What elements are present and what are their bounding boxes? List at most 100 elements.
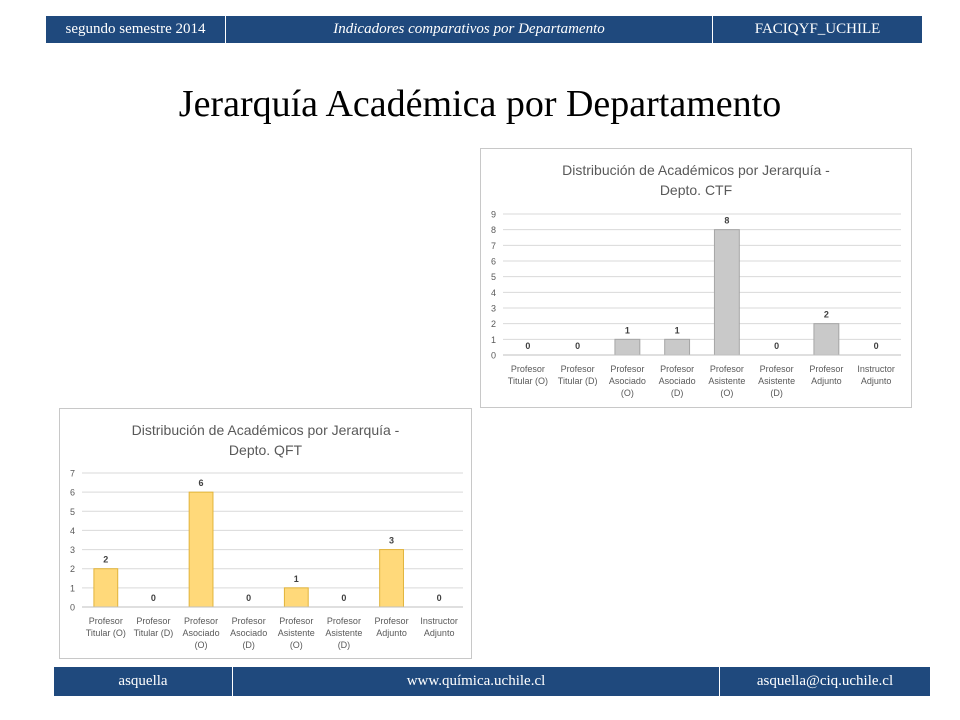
qft-ytick-label: 4 bbox=[70, 526, 75, 536]
ctf-ytick-label: 5 bbox=[491, 272, 496, 282]
qft-category-label: (O) bbox=[290, 640, 303, 650]
qft-category-label: Profesor bbox=[136, 616, 170, 626]
qft-category-label: Profesor bbox=[232, 616, 266, 626]
header-bar: segundo semestre 2014 Indicadores compar… bbox=[46, 16, 922, 43]
ctf-category-label: Instructor bbox=[857, 364, 895, 374]
chart-qft-plot: 0 1 2 3 4 5 6 7 2 Profesor Titular (O) 0 Profesor Tit… bbox=[70, 469, 463, 650]
ctf-category-label: Asociado bbox=[659, 376, 696, 386]
ctf-category-label: Profesor bbox=[660, 364, 694, 374]
qft-data-label: 6 bbox=[199, 478, 204, 488]
header-semester: segundo semestre 2014 bbox=[46, 16, 226, 43]
ctf-category-label: (O) bbox=[621, 388, 634, 398]
qft-ytick-label: 0 bbox=[70, 603, 75, 613]
qft-data-label: 0 bbox=[341, 593, 346, 603]
qft-ytick-label: 2 bbox=[70, 564, 75, 574]
ctf-category-label: Profesor bbox=[511, 364, 545, 374]
qft-data-label: 3 bbox=[389, 536, 394, 546]
ctf-category-label: Adjunto bbox=[811, 376, 842, 386]
ctf-category-label: Asistente bbox=[758, 376, 795, 386]
qft-category-label: Profesor bbox=[375, 616, 409, 626]
qft-category-label: Asociado bbox=[183, 628, 220, 638]
ctf-bar bbox=[614, 338, 641, 356]
chart-qft: Distribución de Académicos por Jerarquía… bbox=[59, 408, 472, 659]
qft-category-label: Asistente bbox=[278, 628, 315, 638]
ctf-bar bbox=[813, 323, 840, 356]
ctf-ytick-label: 9 bbox=[491, 210, 496, 220]
chart-qft-title-line2: Depto. QFT bbox=[228, 442, 303, 458]
ctf-data-label: 0 bbox=[874, 341, 879, 351]
qft-category-label: Asociado bbox=[230, 628, 267, 638]
qft-category-label: Adjunto bbox=[424, 628, 455, 638]
qft-category-label: Instructor bbox=[420, 616, 458, 626]
ctf-data-label: 1 bbox=[625, 325, 630, 335]
chart-ctf-title: Distribución de Académicos por Jerarquía… bbox=[481, 160, 911, 200]
page-title: Jerarquía Académica por Departamento bbox=[178, 83, 782, 125]
footer-author: asquella bbox=[54, 667, 233, 696]
qft-category-label: (D) bbox=[242, 640, 255, 650]
qft-data-label: 2 bbox=[103, 555, 108, 565]
ctf-bar bbox=[664, 338, 691, 356]
ctf-data-label: 1 bbox=[675, 325, 680, 335]
footer-website-link[interactable]: www.química.uchile.cl bbox=[233, 667, 720, 696]
qft-bar bbox=[188, 491, 214, 608]
ctf-ytick-label: 3 bbox=[491, 304, 496, 314]
ctf-ytick-label: 8 bbox=[491, 225, 496, 235]
chart-qft-title: Distribución de Académicos por Jerarquía… bbox=[60, 420, 471, 460]
qft-data-label: 1 bbox=[294, 574, 299, 584]
ctf-category-label: Asistente bbox=[708, 376, 745, 386]
ctf-category-label: Adjunto bbox=[861, 376, 892, 386]
qft-category-label: Profesor bbox=[184, 616, 218, 626]
chart-ctf-title-line2: Depto. CTF bbox=[659, 182, 733, 198]
header-subject: Indicadores comparativos por Departament… bbox=[226, 16, 713, 43]
ctf-ytick-label: 2 bbox=[491, 319, 496, 329]
ctf-ytick-label: 1 bbox=[491, 335, 496, 345]
qft-bar bbox=[283, 587, 309, 608]
qft-category-label: Profesor bbox=[89, 616, 123, 626]
ctf-category-label: Titular (D) bbox=[558, 376, 598, 386]
qft-ytick-label: 5 bbox=[70, 507, 75, 517]
qft-category-label: (D) bbox=[338, 640, 351, 650]
ctf-category-label: (D) bbox=[671, 388, 684, 398]
qft-category-label: Titular (O) bbox=[86, 628, 126, 638]
qft-category-label: Adjunto bbox=[376, 628, 407, 638]
footer-email-link[interactable]: asquella@ciq.uchile.cl bbox=[756, 673, 894, 689]
ctf-bar bbox=[713, 229, 740, 356]
footer-bar: asquella www.química.uchile.cl asquella@… bbox=[54, 667, 930, 696]
chart-ctf: Distribución de Académicos por Jerarquía… bbox=[480, 148, 912, 408]
ctf-category-label: Profesor bbox=[561, 364, 595, 374]
ctf-ytick-label: 0 bbox=[491, 351, 496, 361]
ctf-category-label: Profesor bbox=[610, 364, 644, 374]
qft-ytick-label: 6 bbox=[70, 488, 75, 498]
ctf-category-label: Profesor bbox=[760, 364, 794, 374]
qft-bar bbox=[93, 568, 119, 608]
qft-category-label: Profesor bbox=[279, 616, 313, 626]
ctf-category-label: Profesor bbox=[710, 364, 744, 374]
chart-qft-title-line1: Distribución de Académicos por Jerarquía… bbox=[131, 422, 400, 438]
ctf-data-label: 0 bbox=[575, 341, 580, 351]
chart-ctf-plot: 0 1 2 3 4 5 6 7 8 9 0 Profesor Titular (O) 0 Profesor T… bbox=[491, 210, 901, 398]
qft-ytick-label: 1 bbox=[70, 583, 75, 593]
qft-bar bbox=[379, 549, 404, 608]
ctf-ytick-label: 6 bbox=[491, 257, 496, 267]
ctf-category-label: Profesor bbox=[809, 364, 843, 374]
ctf-data-label: 8 bbox=[724, 216, 729, 226]
qft-data-label: 0 bbox=[437, 593, 442, 603]
qft-category-label: (O) bbox=[195, 640, 208, 650]
qft-category-label: Titular (D) bbox=[134, 628, 174, 638]
ctf-category-label: (D) bbox=[770, 388, 783, 398]
ctf-data-label: 2 bbox=[824, 310, 829, 320]
qft-data-label: 0 bbox=[246, 593, 251, 603]
qft-category-label: Profesor bbox=[327, 616, 361, 626]
ctf-ytick-label: 4 bbox=[491, 288, 496, 298]
ctf-category-label: Asociado bbox=[609, 376, 646, 386]
qft-category-label: Asistente bbox=[325, 628, 362, 638]
qft-data-label: 0 bbox=[151, 593, 156, 603]
ctf-category-label: (O) bbox=[720, 388, 733, 398]
ctf-data-label: 0 bbox=[525, 341, 530, 351]
ctf-category-label: Titular (O) bbox=[508, 376, 548, 386]
ctf-data-label: 0 bbox=[774, 341, 779, 351]
qft-ytick-label: 3 bbox=[70, 545, 75, 555]
chart-ctf-title-line1: Distribución de Académicos por Jerarquía… bbox=[562, 162, 830, 178]
header-faculty: FACIQYF_UCHILE bbox=[754, 21, 881, 37]
qft-ytick-label: 7 bbox=[70, 469, 75, 479]
